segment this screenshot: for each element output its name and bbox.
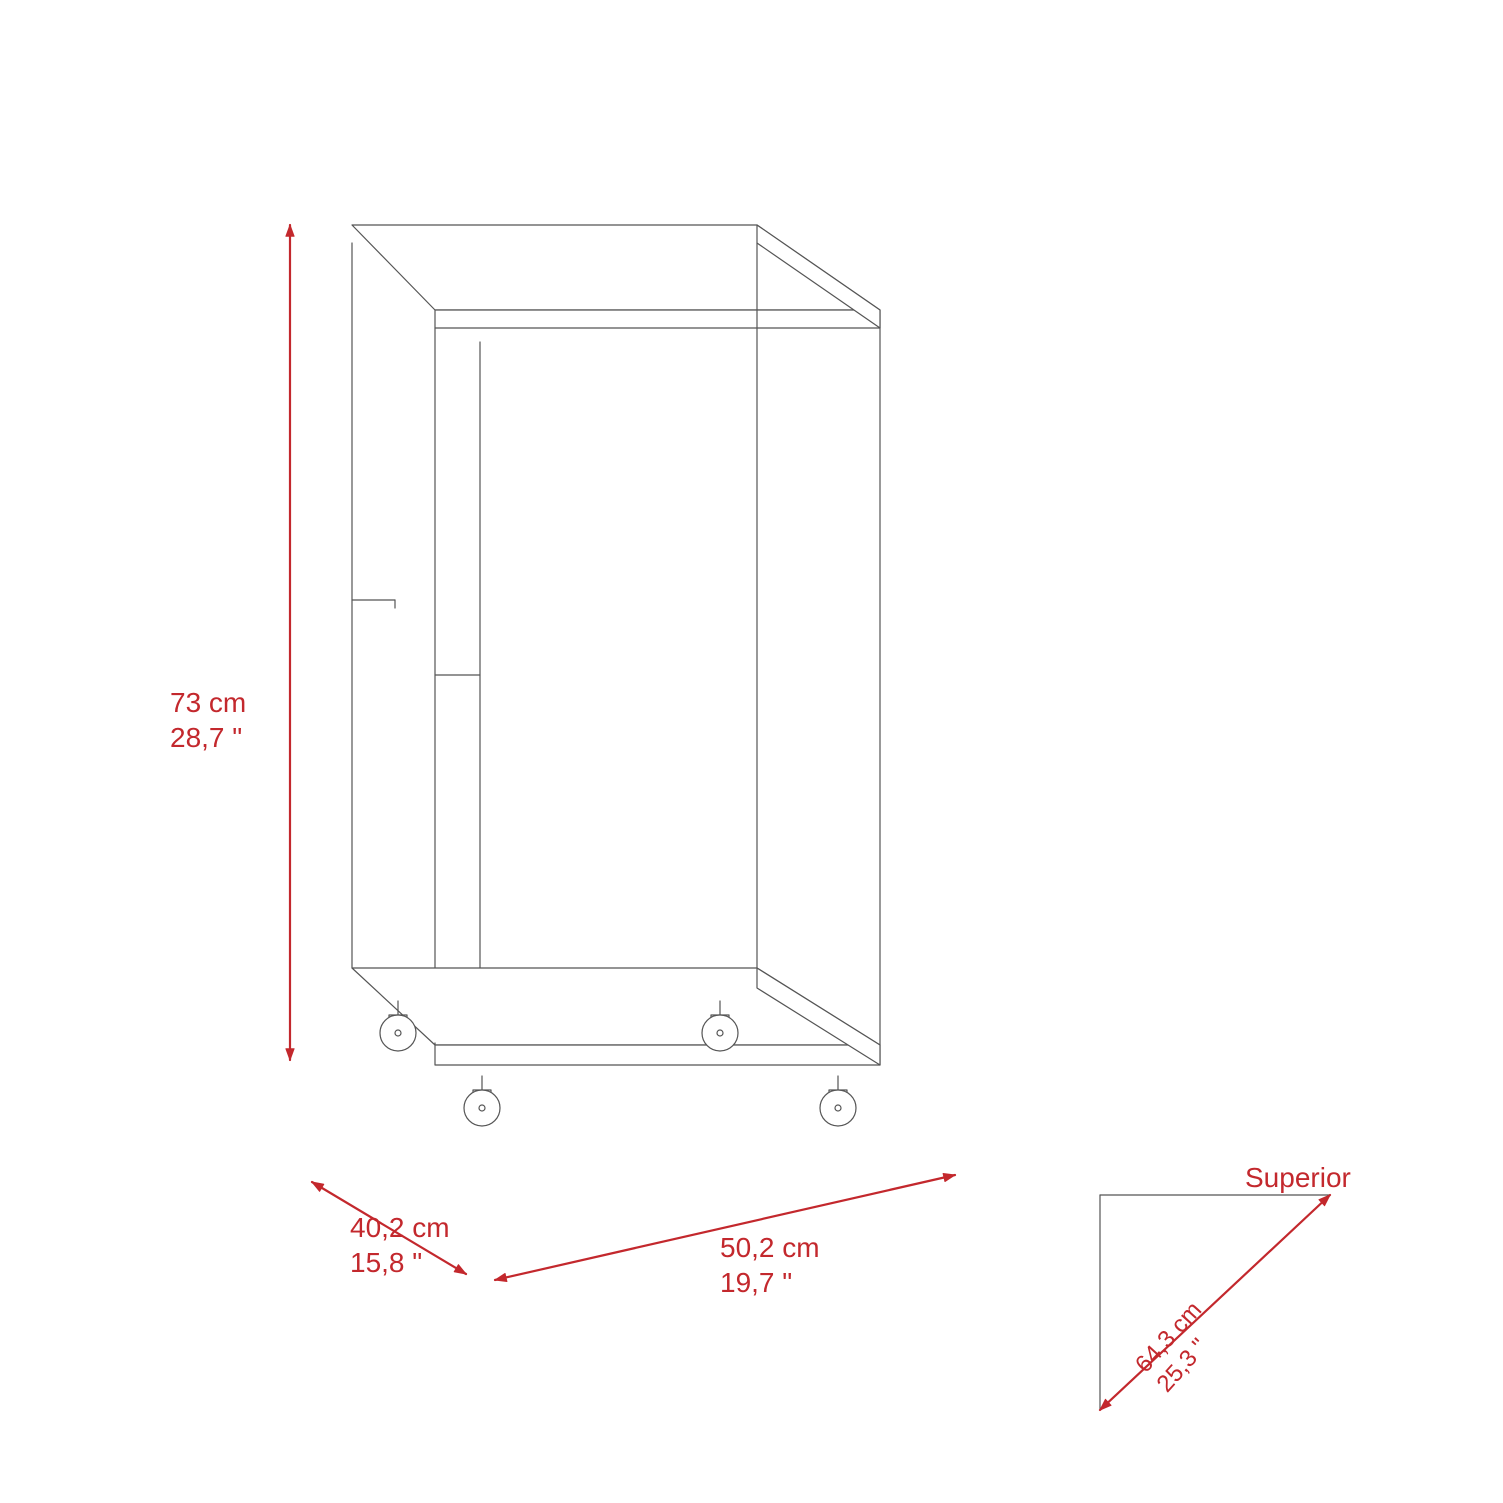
superior-title: Superior <box>1245 1160 1351 1195</box>
dim-depth-imperial: 15,8 " <box>350 1245 450 1280</box>
dim-height-label: 73 cm 28,7 " <box>170 685 246 755</box>
dim-width-metric: 50,2 cm <box>720 1230 820 1265</box>
dim-height-imperial: 28,7 " <box>170 720 246 755</box>
dim-width-imperial: 19,7 " <box>720 1265 820 1300</box>
dim-width-label: 50,2 cm 19,7 " <box>720 1230 820 1300</box>
dim-depth-label: 40,2 cm 15,8 " <box>350 1210 450 1280</box>
dim-depth-metric: 40,2 cm <box>350 1210 450 1245</box>
dim-height-metric: 73 cm <box>170 685 246 720</box>
